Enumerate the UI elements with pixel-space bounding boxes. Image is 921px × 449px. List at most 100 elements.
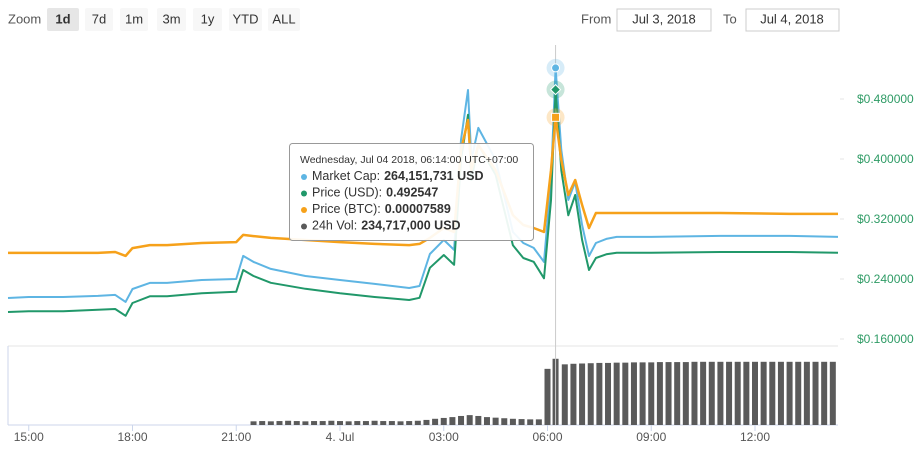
tooltip-item: 24h Vol: 234,717,000 USD — [312, 219, 461, 233]
tooltip-bullet — [301, 223, 307, 230]
volume-bar — [708, 361, 715, 425]
volume-bar — [311, 421, 318, 425]
volume-bar — [622, 362, 629, 425]
zoom-button[interactable] — [47, 8, 79, 31]
series-line — [7, 66, 839, 303]
volume-bar — [267, 421, 274, 425]
to-label: To — [723, 11, 737, 26]
volume-bar — [682, 362, 689, 425]
zoom-button[interactable] — [193, 8, 222, 31]
tooltip-name: 24h Vol: — [312, 219, 357, 233]
volume-bar — [639, 362, 646, 425]
volume-bar — [414, 420, 421, 425]
x-tick-label: 15:00 — [14, 430, 44, 444]
volume-bar — [769, 361, 776, 425]
x-tick-label: 18:00 — [117, 430, 147, 444]
tooltip-value: 264,151,731 USD — [384, 169, 483, 183]
zoom-button-label[interactable]: 3m — [162, 11, 180, 26]
volume-bar — [406, 421, 413, 425]
zoom-button-label[interactable]: YTD — [233, 11, 259, 26]
volume-bar — [587, 363, 594, 425]
zoom-button[interactable] — [229, 8, 262, 31]
zoom-button-label[interactable]: ALL — [272, 11, 295, 26]
y-tick-label: $0.160000 — [857, 332, 914, 346]
tooltip-value: 0.00007589 — [385, 202, 451, 216]
zoom-button[interactable] — [120, 8, 148, 31]
volume-bar — [354, 421, 361, 425]
tooltip-name: Market Cap: — [312, 169, 380, 183]
volume-bar — [760, 361, 767, 425]
tooltip-item: Price (USD): 0.492547 — [312, 186, 438, 200]
volume-bar — [483, 417, 490, 425]
volume-bar — [630, 362, 637, 425]
volume-bar — [613, 362, 620, 425]
volume-bar — [449, 417, 456, 425]
volume-bar — [423, 419, 430, 425]
x-tick-label: 4. Jul — [326, 430, 355, 444]
volume-bar — [674, 362, 681, 425]
volume-bar — [726, 361, 733, 425]
zoom-button-label[interactable]: 7d — [92, 11, 106, 26]
volume-bar — [362, 421, 369, 425]
volume-bar — [285, 420, 292, 425]
volume-bar — [380, 421, 387, 425]
volume-bar — [518, 419, 525, 425]
to-input[interactable] — [745, 8, 840, 32]
volume-bar — [777, 361, 784, 425]
y-tick-label: $0.480000 — [857, 92, 914, 106]
zoom-button-label[interactable]: 1d — [55, 11, 70, 26]
zoom-button-label[interactable]: 1y — [201, 11, 215, 26]
volume-bar — [337, 421, 343, 425]
zoom-button[interactable] — [157, 8, 186, 31]
from-input[interactable] — [616, 8, 712, 32]
volume-bar — [829, 361, 836, 425]
zoom-button[interactable] — [85, 8, 113, 31]
volume-bar — [596, 362, 603, 425]
volume-bar — [458, 415, 465, 425]
tooltip-name: Price (USD): — [312, 186, 382, 200]
x-tick-label: 12:00 — [740, 430, 770, 444]
volume-bar — [371, 420, 378, 425]
volume-bar — [527, 419, 534, 425]
volume-bar — [440, 417, 447, 425]
from-label: From — [581, 11, 611, 26]
volume-bar — [752, 361, 758, 425]
from-date[interactable]: Jul 3, 2018 — [632, 11, 696, 26]
volume-bar — [656, 362, 663, 425]
volume-bar — [717, 361, 724, 425]
volume-bar — [535, 419, 542, 425]
volume-bar — [786, 361, 793, 425]
volume-bar — [345, 421, 352, 425]
volume-bar — [259, 421, 266, 425]
tooltip: Wednesday, Jul 04 2018, 06:14:00 UTC+07:… — [289, 143, 534, 241]
x-tick-label: 21:00 — [221, 430, 251, 444]
y-tick-label: $0.400000 — [857, 152, 914, 166]
volume-bar — [432, 418, 439, 425]
volume-bar — [734, 361, 741, 425]
volume-bar — [397, 421, 404, 425]
volume-bar — [821, 361, 828, 425]
volume-bar — [812, 361, 819, 425]
volume-bar — [328, 420, 335, 425]
hover-marker — [551, 63, 561, 73]
volume-bar — [579, 363, 586, 425]
zoom-label: Zoom — [8, 11, 41, 26]
volume-bar — [648, 362, 655, 425]
tooltip-bullet — [301, 207, 307, 213]
zoom-button[interactable] — [268, 8, 300, 31]
tooltip-title: Wednesday, Jul 04 2018, 06:14:00 UTC+07:… — [300, 154, 518, 166]
volume-bar — [700, 361, 707, 425]
tooltip-box — [289, 143, 534, 241]
volume-bar — [501, 418, 508, 425]
y-tick-label: $0.240000 — [857, 272, 914, 286]
volume-bar — [466, 415, 473, 425]
tooltip-bullet — [301, 174, 307, 180]
zoom-button-label[interactable]: 1m — [125, 11, 143, 26]
volume-bar — [691, 361, 698, 425]
x-tick-label: 03:00 — [429, 430, 459, 444]
to-date[interactable]: Jul 4, 2018 — [760, 11, 824, 26]
tooltip-value: 0.492547 — [386, 186, 438, 200]
hover-marker — [551, 112, 561, 122]
volume-bar — [665, 362, 672, 425]
